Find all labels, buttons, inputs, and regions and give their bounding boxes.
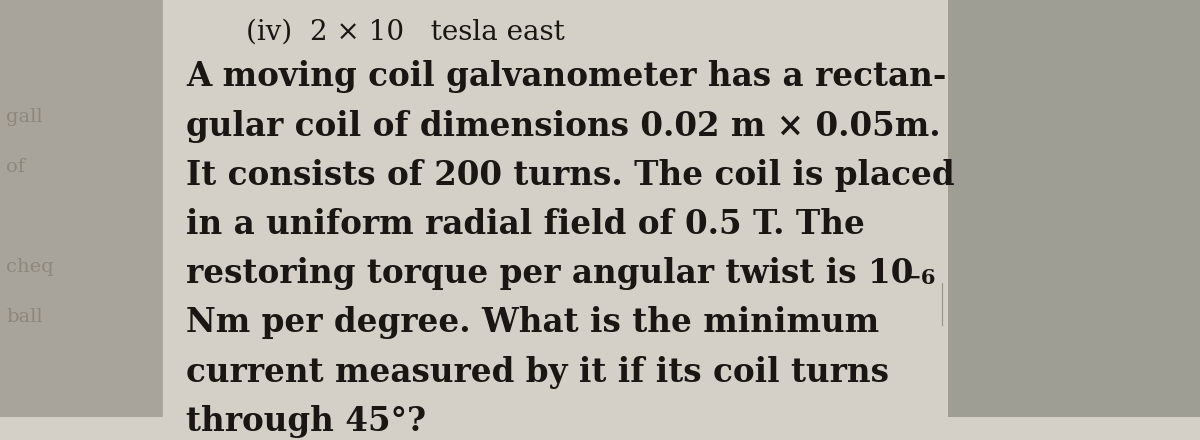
Text: through 45°?: through 45°? [186, 405, 426, 438]
Text: gall: gall [6, 108, 43, 126]
Text: A moving coil galvanometer has a rectan-: A moving coil galvanometer has a rectan- [186, 60, 947, 93]
Text: gular coil of dimensions 0.02 m × 0.05m.: gular coil of dimensions 0.02 m × 0.05m. [186, 110, 941, 143]
Bar [948, 0, 1200, 417]
Bar [0, 0, 162, 417]
Text: Nm per degree. What is the minimum: Nm per degree. What is the minimum [186, 306, 880, 339]
Text: in a uniform radial field of 0.5 T. The: in a uniform radial field of 0.5 T. The [186, 208, 865, 241]
Text: (iv)  2 × 10   tesla east: (iv) 2 × 10 tesla east [246, 19, 565, 46]
Text: current measured by it if its coil turns: current measured by it if its coil turns [186, 356, 889, 389]
Text: −6: −6 [904, 268, 936, 288]
Text: cheq: cheq [6, 258, 54, 276]
Text: of: of [6, 158, 25, 176]
Text: restoring torque per angular twist is 10: restoring torque per angular twist is 10 [186, 257, 913, 290]
Text: It consists of 200 turns. The coil is placed: It consists of 200 turns. The coil is pl… [186, 159, 955, 192]
Text: ball: ball [6, 308, 43, 326]
